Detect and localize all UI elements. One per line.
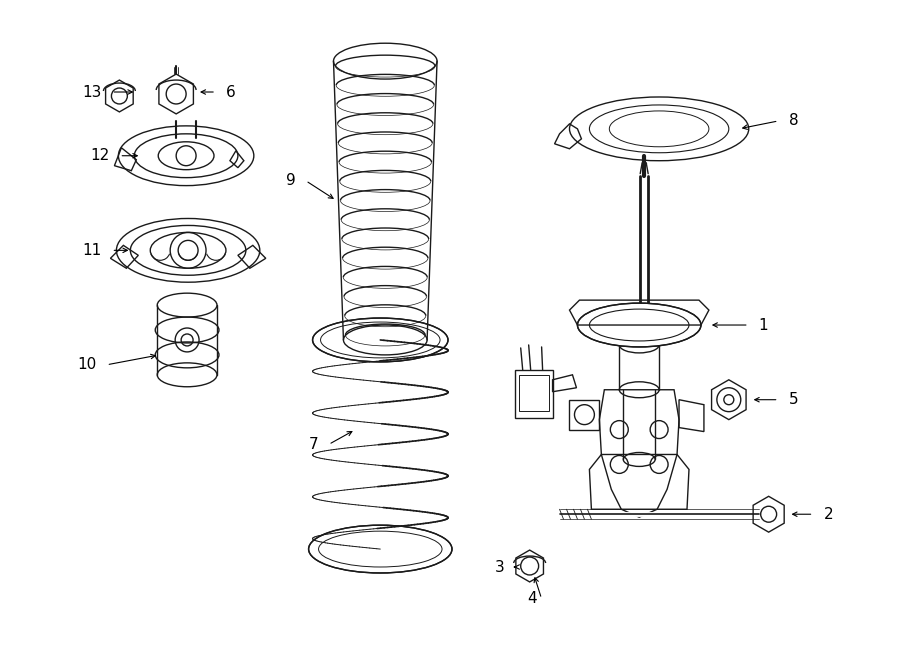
Ellipse shape <box>309 525 452 573</box>
Text: 7: 7 <box>309 437 319 452</box>
Ellipse shape <box>334 43 437 79</box>
Text: 11: 11 <box>82 243 102 258</box>
Text: 6: 6 <box>226 85 236 100</box>
Bar <box>515 370 553 418</box>
Ellipse shape <box>312 318 448 362</box>
Text: 8: 8 <box>788 114 798 128</box>
Text: 1: 1 <box>759 317 769 332</box>
Text: 5: 5 <box>788 392 798 407</box>
Bar <box>518 375 549 410</box>
Text: 10: 10 <box>77 358 96 372</box>
Text: 4: 4 <box>526 592 536 606</box>
Text: 13: 13 <box>82 85 102 100</box>
Text: 12: 12 <box>90 148 110 163</box>
Text: 3: 3 <box>495 559 505 574</box>
Text: 9: 9 <box>286 173 296 188</box>
Text: 2: 2 <box>824 507 833 522</box>
Ellipse shape <box>578 303 701 347</box>
